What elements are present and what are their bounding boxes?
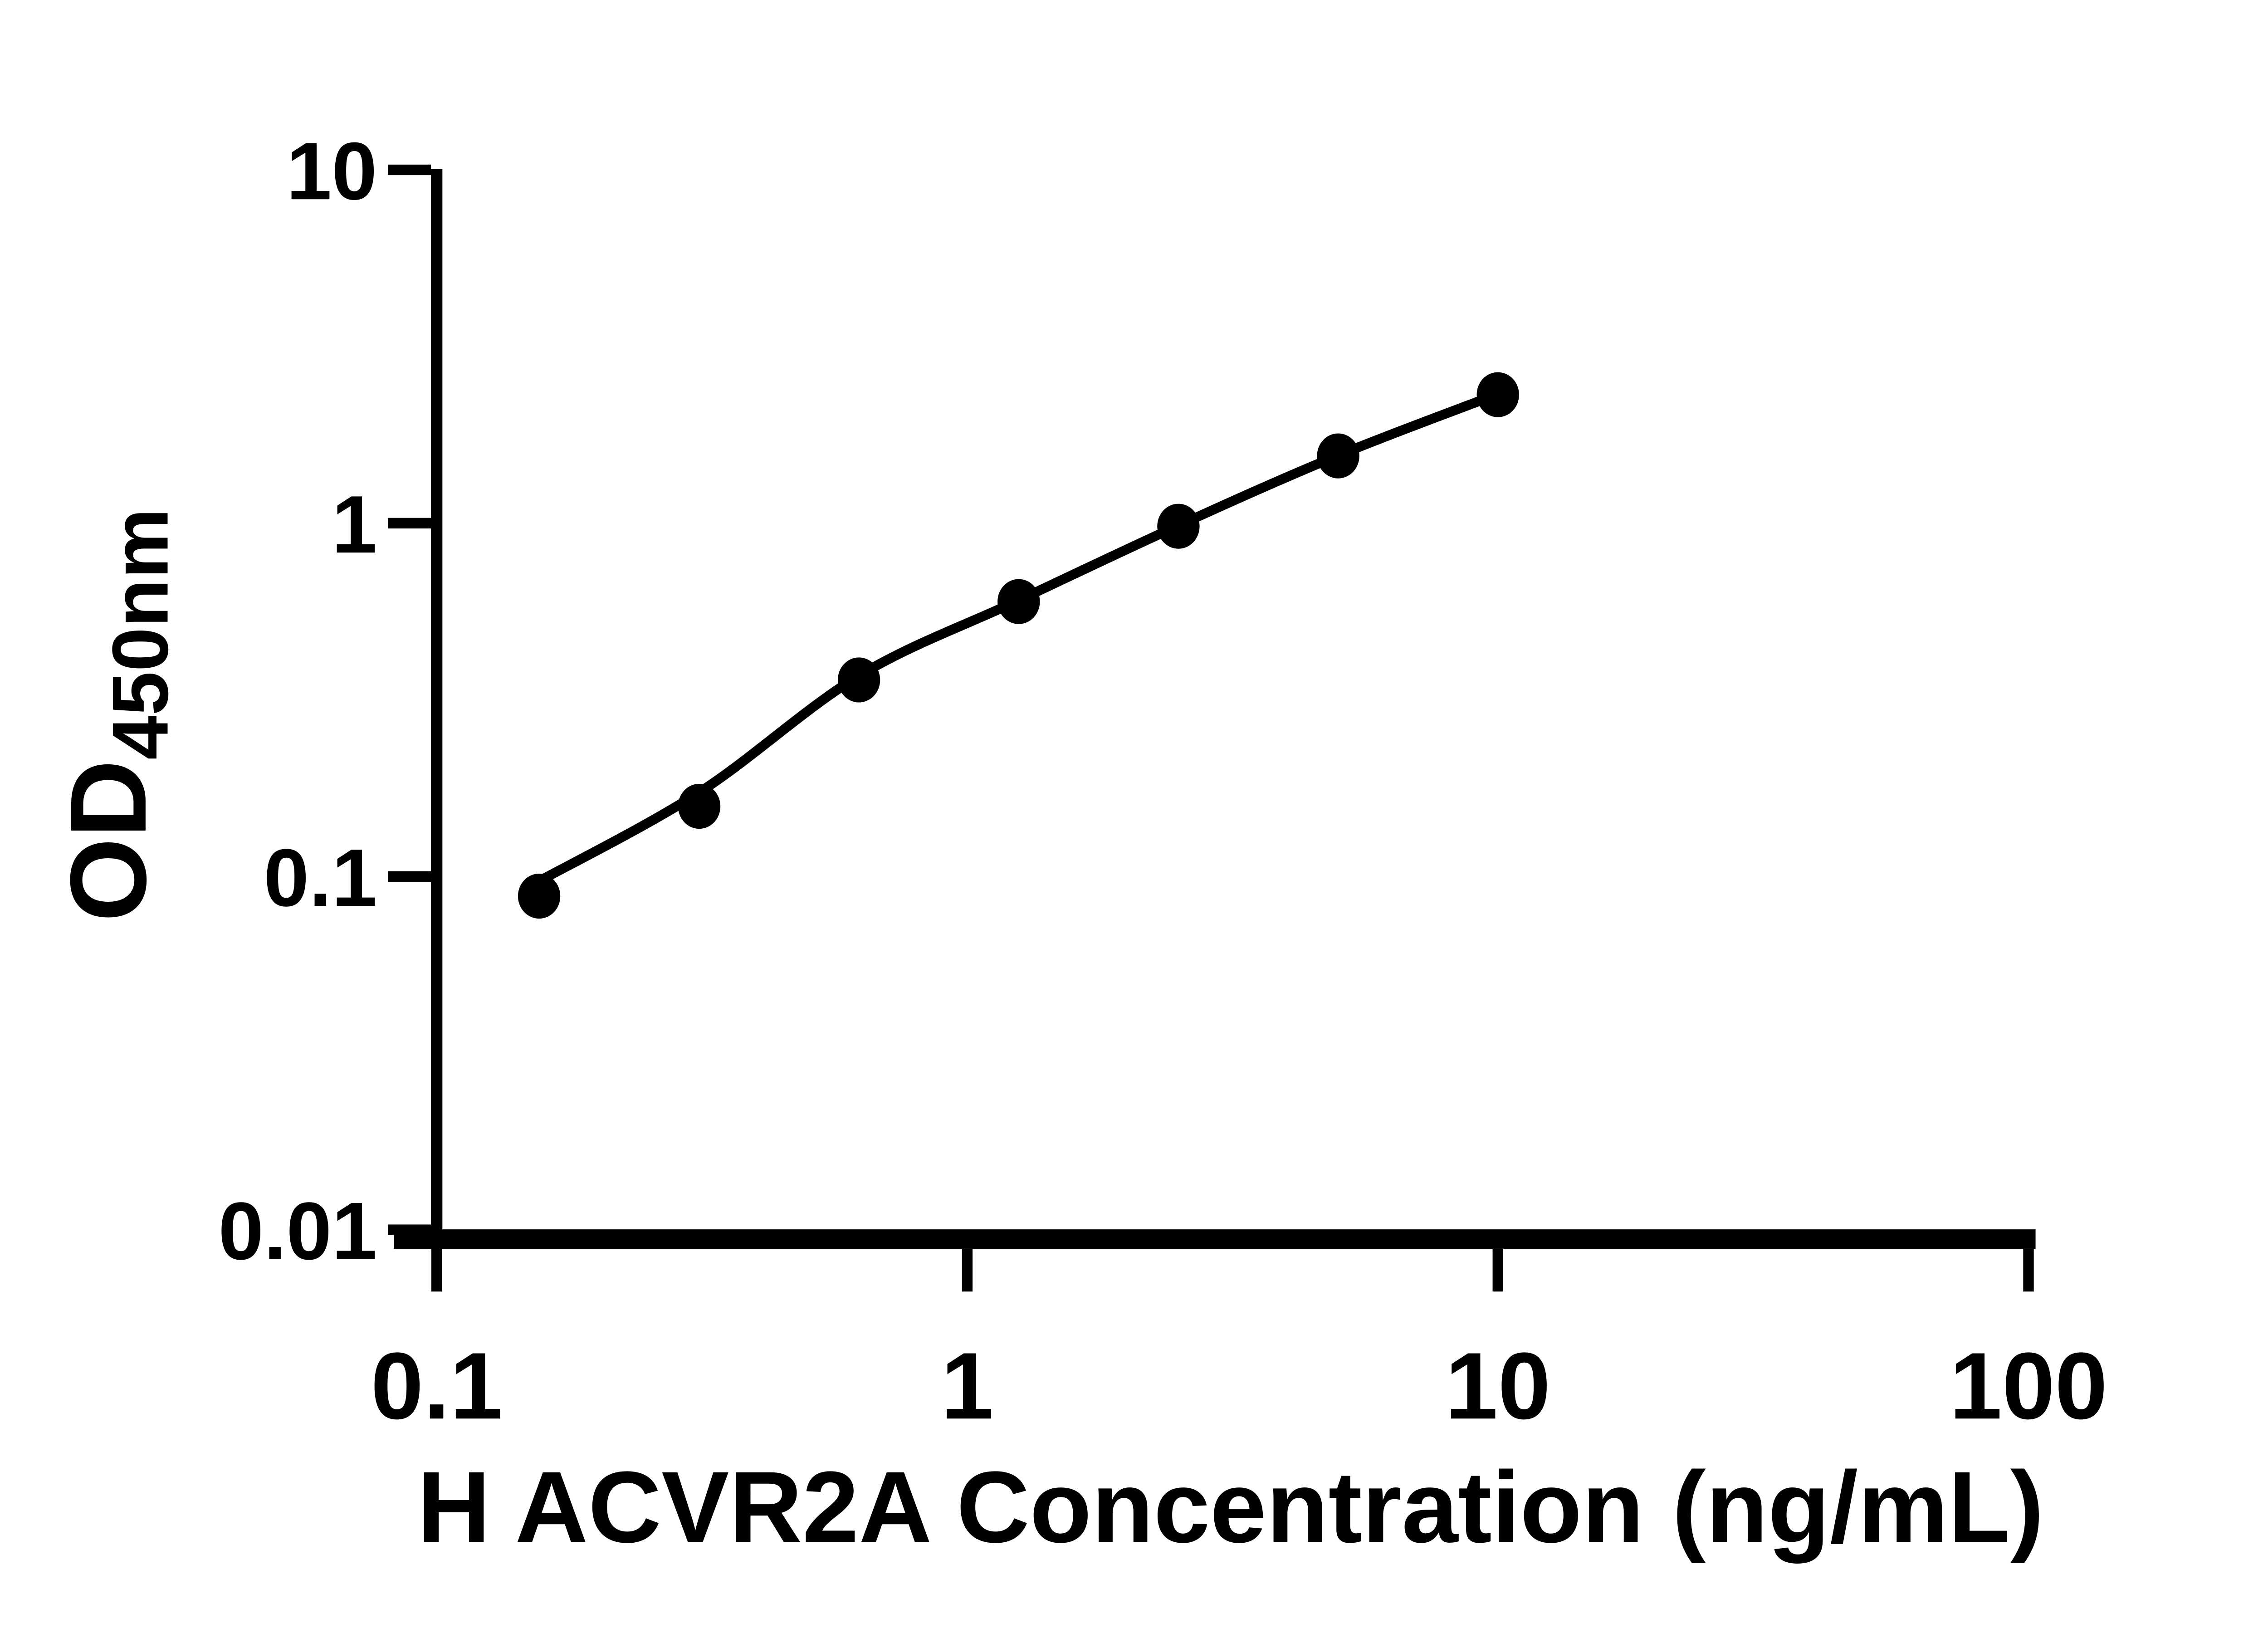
x-axis-title: H ACVR2A Concentration (ng/mL): [417, 1451, 2044, 1564]
y-axis-title: OD450nm: [48, 508, 185, 922]
y-tick: [388, 518, 431, 529]
data-point: [837, 657, 880, 703]
y-tick: [388, 1224, 431, 1235]
x-tick: [962, 1248, 973, 1292]
y-tick-label: 1: [332, 479, 377, 570]
x-axis-line: [394, 1229, 2036, 1249]
x-tick-label: 100: [1950, 1333, 2108, 1439]
y-axis-title-main: OD: [48, 760, 169, 922]
data-point: [518, 873, 561, 919]
axes: 10 1 0.1 0.01 0.1 1 10 100: [218, 126, 2107, 1439]
y-tick-label: 0.01: [218, 1186, 377, 1277]
y-axis-line: [431, 169, 443, 1249]
x-tick-label: 10: [1445, 1333, 1551, 1439]
data-point: [1157, 504, 1200, 549]
x-tick: [1492, 1248, 1503, 1292]
y-axis-title-subscript: 450nm: [97, 508, 185, 760]
y-tick: [388, 871, 431, 882]
y-tick-label: 10: [286, 126, 377, 217]
x-tick-label: 0.1: [371, 1333, 503, 1439]
y-tick: [388, 164, 431, 176]
x-tick: [431, 1248, 442, 1292]
x-tick: [2023, 1248, 2034, 1292]
data-point: [997, 579, 1040, 624]
data-series: [518, 372, 1519, 919]
data-point: [678, 783, 721, 829]
x-tick-label: 1: [941, 1333, 993, 1439]
data-point: [1317, 433, 1359, 479]
y-tick-label: 0.1: [264, 832, 377, 924]
data-point: [1476, 372, 1519, 417]
